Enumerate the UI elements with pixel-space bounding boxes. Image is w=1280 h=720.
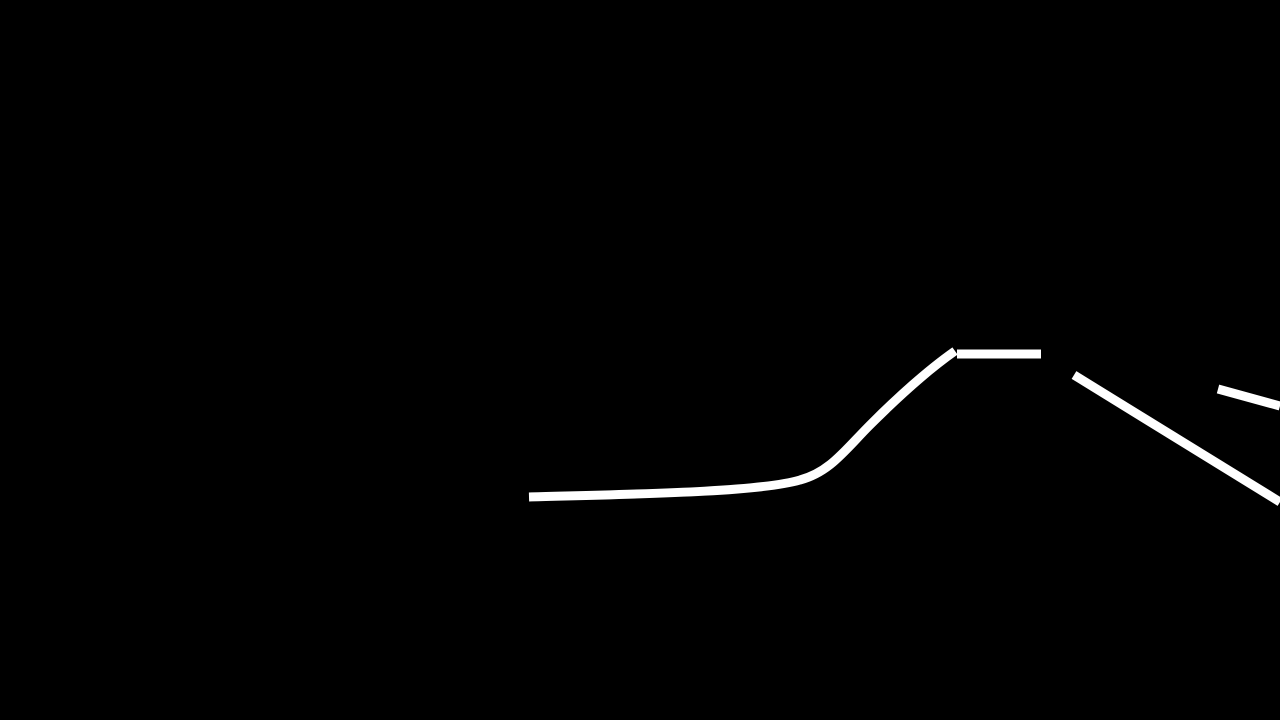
track-segment-upper-right — [1216, 384, 1280, 411]
track-segment-downhill — [1071, 371, 1280, 506]
track-segment-flat-slope — [528, 347, 958, 502]
